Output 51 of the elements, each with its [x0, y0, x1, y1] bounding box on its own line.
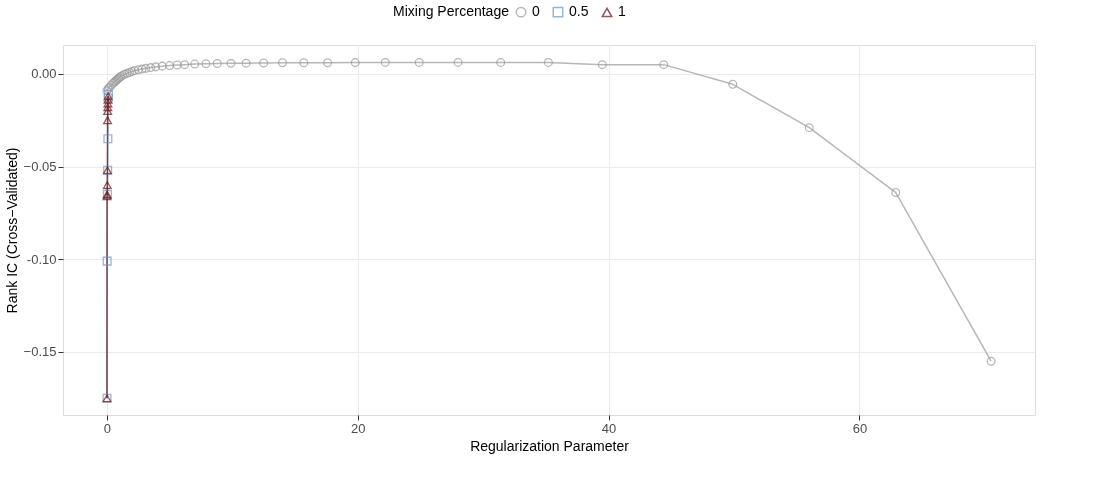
- point: [728, 79, 738, 89]
- y-axis-title: Rank IC (Cross−Validated): [3, 147, 20, 314]
- y-tick-label: −0.05: [23, 159, 57, 175]
- x-tick-label: 20: [351, 420, 366, 436]
- legend-label: 0.5: [569, 3, 589, 20]
- point: [172, 60, 182, 70]
- x-tick-label: 40: [601, 420, 617, 436]
- point: [350, 58, 360, 68]
- y-tick-label: 0.00: [31, 66, 57, 82]
- y-tick-label: −0.15: [23, 344, 57, 360]
- point: [180, 60, 190, 70]
- y-tick-label: -0.10: [26, 251, 57, 267]
- point: [201, 59, 211, 69]
- point: [137, 64, 147, 74]
- point: [212, 59, 222, 69]
- point: [323, 58, 333, 68]
- point: [103, 116, 113, 125]
- point: [190, 59, 200, 69]
- legend-title: Mixing Percentage: [393, 3, 510, 19]
- point: [277, 58, 288, 68]
- point: [380, 57, 390, 67]
- point: [103, 134, 113, 144]
- x-tick-label: 0: [103, 420, 112, 436]
- point: [103, 106, 113, 115]
- x-axis-title: Regularization Parameter: [470, 437, 630, 454]
- point: [659, 60, 669, 70]
- point: [259, 58, 269, 68]
- legend-label: 0: [532, 3, 540, 20]
- point: [102, 181, 112, 190]
- point: [496, 57, 506, 67]
- point: [146, 63, 156, 73]
- x-tick-label: 60: [852, 420, 868, 436]
- point: [414, 57, 424, 67]
- point: [543, 57, 553, 67]
- point: [597, 60, 607, 70]
- point: [141, 63, 151, 73]
- point: [151, 62, 161, 72]
- point: [986, 356, 996, 366]
- point: [103, 103, 113, 112]
- point: [241, 58, 251, 68]
- point: [226, 58, 236, 68]
- point: [804, 123, 814, 133]
- point: [103, 99, 113, 108]
- point: [299, 58, 309, 68]
- point: [133, 65, 143, 75]
- point: [891, 188, 901, 198]
- point: [157, 61, 167, 71]
- point: [165, 61, 175, 71]
- point: [102, 256, 112, 266]
- point: [453, 57, 463, 67]
- legend-label: 1: [618, 3, 626, 20]
